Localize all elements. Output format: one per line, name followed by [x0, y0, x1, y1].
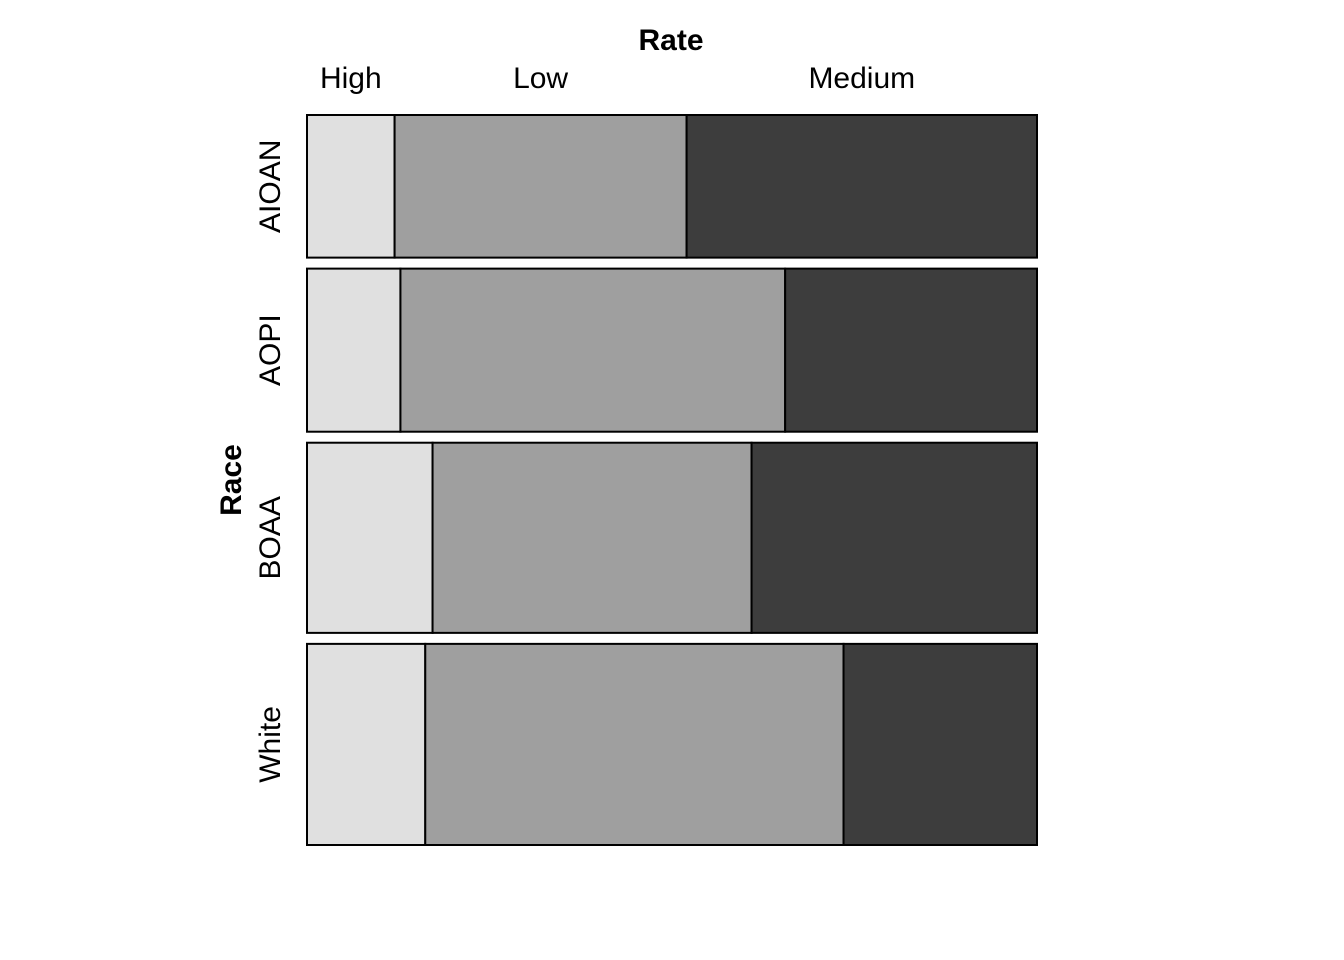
tile-aioan-high	[306, 114, 396, 259]
tile-white-medium	[842, 642, 1038, 847]
column-label-high: High	[320, 62, 382, 95]
row-label-boaa: BOAA	[254, 496, 287, 579]
row-label-aopi: AOPI	[254, 314, 287, 386]
x-variable-title: Rate	[638, 24, 703, 57]
tile-boaa-medium	[750, 441, 1038, 634]
tile-aioan-low	[393, 114, 688, 259]
column-label-medium: Medium	[808, 62, 915, 95]
tile-white-high	[306, 642, 427, 847]
row-label-white: White	[254, 706, 287, 783]
tile-boaa-low	[431, 441, 753, 634]
tile-boaa-high	[306, 441, 434, 634]
row-labels: AIOAN AOPI BOAA White	[254, 140, 287, 783]
tile-aopi-medium	[784, 267, 1039, 433]
tile-aioan-medium	[685, 114, 1038, 259]
column-label-low: Low	[513, 62, 568, 95]
mosaic-tiles	[306, 114, 1039, 847]
tile-aopi-high	[306, 267, 402, 433]
tile-white-low	[424, 642, 845, 847]
tile-aopi-low	[399, 267, 787, 433]
row-label-aioan: AIOAN	[254, 140, 287, 233]
y-variable-title: Race	[215, 444, 248, 516]
column-labels: High Low Medium	[320, 62, 915, 95]
